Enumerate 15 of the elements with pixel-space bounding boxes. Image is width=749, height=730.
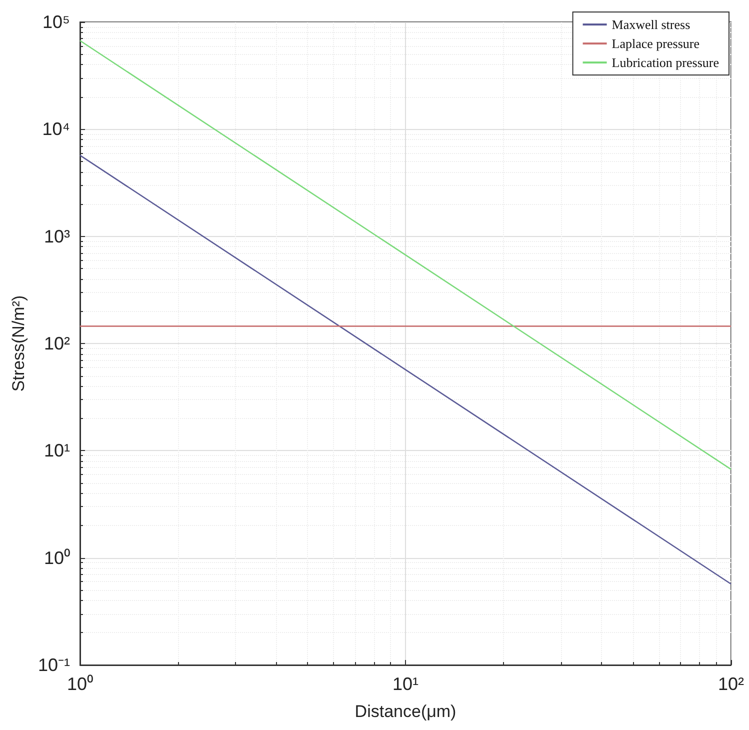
y-tick-label: 10² [44,334,70,354]
x-tick-label: 10⁰ [66,674,94,694]
x-tick-label: 10² [718,674,744,694]
legend-label: Lubrication pressure [612,55,720,70]
x-tick-label: 10¹ [392,674,419,694]
y-tick-label: 10³ [44,226,70,246]
y-tick-label: 10⁵ [42,12,70,32]
legend-label: Maxwell stress [612,17,690,32]
y-tick-label: 10⁻¹ [38,655,70,675]
x-axis-title: Distance(μm) [354,702,456,721]
y-axis-title: Stress(N/m²) [9,295,28,392]
y-tick-label: 10⁴ [42,119,70,140]
y-tick-label: 10¹ [44,440,70,461]
y-tick-label: 10⁰ [44,548,70,568]
legend-label: Laplace pressure [612,36,700,51]
